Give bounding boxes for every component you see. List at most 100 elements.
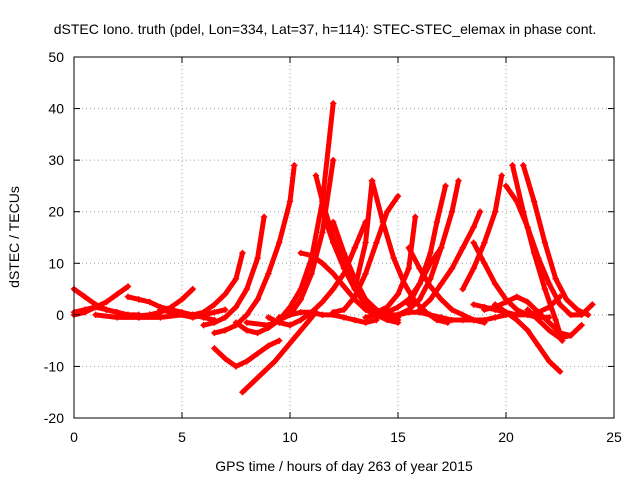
- data-point: [340, 249, 348, 257]
- data-point: [319, 298, 326, 306]
- data-point: [308, 252, 315, 259]
- data-point: [541, 239, 549, 246]
- data-point: [481, 306, 488, 313]
- data-point: [286, 198, 294, 205]
- data-point: [535, 316, 542, 324]
- data-point: [481, 316, 488, 324]
- series-38: [524, 306, 585, 342]
- data-point: [297, 309, 304, 316]
- data-point: [340, 306, 348, 313]
- series-28: [416, 208, 484, 313]
- data-point: [260, 213, 268, 221]
- data-point: [438, 280, 445, 288]
- data-point: [362, 314, 369, 321]
- data-point: [222, 314, 229, 321]
- series-line: [201, 214, 267, 328]
- data-point: [243, 319, 250, 326]
- data-point: [552, 316, 559, 324]
- data-point: [265, 321, 272, 329]
- data-point: [330, 218, 337, 226]
- y-tick-label-7: 50: [48, 49, 64, 65]
- data-point: [470, 265, 477, 272]
- series-36: [520, 162, 592, 319]
- series-line: [525, 307, 585, 341]
- data-point: [291, 162, 298, 169]
- data-point: [433, 218, 441, 226]
- data-point: [438, 244, 445, 252]
- data-point: [470, 239, 477, 246]
- data-point: [373, 239, 380, 246]
- data-point: [563, 296, 570, 303]
- data-point: [373, 309, 380, 316]
- data-point: [319, 260, 326, 267]
- data-point: [384, 303, 391, 311]
- data-point: [448, 208, 456, 215]
- data-point: [330, 156, 337, 164]
- data-point: [189, 285, 196, 293]
- data-point: [124, 293, 132, 301]
- data-point: [286, 311, 294, 319]
- data-point: [293, 332, 300, 339]
- data-point: [265, 270, 272, 277]
- data-point: [379, 218, 387, 226]
- data-point: [546, 327, 553, 334]
- data-point: [330, 100, 337, 107]
- data-point: [438, 296, 445, 303]
- data-point: [384, 208, 391, 215]
- data-point: [330, 270, 337, 277]
- data-point: [319, 229, 326, 236]
- data-point: [211, 319, 218, 326]
- data-point: [556, 334, 564, 342]
- data-point: [222, 327, 229, 334]
- data-point: [416, 280, 423, 288]
- data-point: [459, 285, 466, 293]
- data-point: [282, 345, 289, 352]
- data-point: [438, 314, 445, 321]
- data-point: [124, 283, 132, 290]
- y-tick-label-6: 40: [48, 101, 64, 117]
- data-point: [589, 301, 596, 308]
- axis-ticks: 0 5 10 15 20 25 -20 -10 0 10 20 30 40 50: [44, 49, 622, 445]
- data-point: [260, 368, 268, 375]
- data-point: [502, 182, 510, 190]
- data-point: [368, 177, 376, 184]
- data-point: [442, 182, 449, 190]
- data-point: [362, 239, 369, 246]
- data-point: [200, 321, 207, 329]
- data-point: [476, 208, 484, 215]
- data-point: [556, 368, 564, 375]
- data-point: [416, 306, 423, 313]
- data-point: [509, 162, 516, 169]
- data-point: [265, 342, 272, 349]
- data-point: [276, 239, 283, 246]
- data-point: [492, 314, 499, 321]
- data-point: [304, 319, 311, 326]
- data-point: [492, 208, 499, 215]
- data-point: [530, 198, 538, 205]
- data-point: [524, 327, 531, 334]
- data-point: [520, 162, 527, 169]
- data-point: [578, 321, 585, 329]
- series-31: [459, 172, 505, 293]
- series-line: [240, 309, 319, 395]
- data-point: [427, 275, 434, 282]
- data-point: [567, 332, 574, 339]
- chart-title: dSTEC Iono. truth (pdel, Lon=334, Lat=37…: [54, 21, 597, 37]
- data-point: [530, 249, 538, 257]
- data-point: [362, 296, 369, 303]
- data-point: [390, 254, 397, 262]
- data-point: [427, 311, 434, 319]
- series-8: [200, 213, 268, 329]
- data-point: [271, 358, 279, 365]
- x-tick-label-1: 5: [178, 429, 186, 445]
- series-27: [394, 177, 462, 319]
- data-point: [222, 306, 229, 313]
- x-axis-title: GPS time / hours of day 263 of year 2015: [215, 458, 473, 474]
- data-point: [502, 309, 510, 316]
- data-point: [135, 314, 142, 321]
- data-point: [265, 314, 272, 321]
- data-point: [254, 254, 261, 262]
- data-point: [103, 306, 110, 313]
- data-point: [211, 309, 218, 316]
